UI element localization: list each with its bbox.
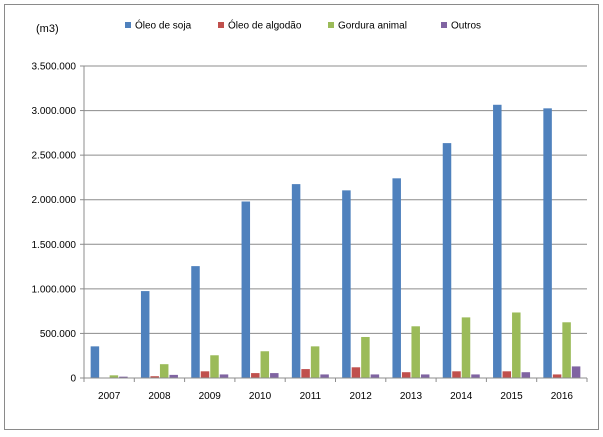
bars — [90, 104, 581, 378]
axes — [83, 66, 587, 379]
y-tick-label: 3.000.000 — [32, 106, 77, 117]
x-tick-label: 2010 — [249, 391, 272, 402]
x-axis-ticks: 2007 2008 2009 2010 2011 2012 2013 2014 2015 2016 — [83, 378, 588, 402]
bar — [442, 143, 452, 378]
gridlines — [84, 65, 587, 334]
bar — [543, 108, 552, 378]
legend-swatch — [328, 22, 334, 28]
bar — [342, 190, 351, 378]
bar — [140, 291, 150, 378]
legend-label: Óleo de algodão — [228, 19, 302, 32]
bar — [301, 369, 310, 378]
y-tick-label: 2.500.000 — [32, 151, 77, 162]
x-tick-label: 2011 — [300, 391, 322, 402]
bar — [493, 104, 502, 378]
unit-label: (m3) — [36, 23, 59, 35]
legend-swatch — [441, 22, 447, 28]
bar — [159, 364, 169, 378]
bar — [270, 373, 279, 378]
bar — [191, 266, 200, 378]
bar — [109, 375, 119, 378]
bar — [210, 355, 219, 378]
y-tick-label: 500.000 — [40, 329, 77, 340]
legend-label: Outros — [451, 21, 481, 32]
legend-swatch — [218, 22, 224, 28]
x-tick-label: 2007 — [98, 391, 121, 402]
bar — [200, 371, 210, 378]
bar — [241, 201, 251, 378]
bar — [310, 346, 320, 378]
bar — [471, 374, 480, 378]
y-tick-label: 1.500.000 — [32, 240, 77, 251]
x-tick-label: 2015 — [500, 391, 523, 402]
bar — [361, 336, 370, 378]
bar — [351, 367, 361, 378]
bar — [521, 372, 531, 378]
y-tick-label: 3.500.000 — [32, 62, 77, 73]
bar — [420, 374, 430, 378]
bar — [169, 374, 178, 378]
x-tick-label: 2009 — [199, 391, 222, 402]
bar — [552, 374, 562, 378]
bar — [452, 371, 461, 378]
bar — [461, 317, 471, 378]
bar — [119, 376, 128, 378]
bar — [291, 184, 301, 378]
y-tick-label: 0 — [70, 374, 76, 385]
bar — [562, 322, 571, 378]
legend-label: Gordura animal — [338, 21, 407, 32]
bar — [571, 366, 581, 378]
bar — [260, 351, 270, 378]
bar — [370, 374, 380, 378]
bar — [392, 178, 401, 378]
y-axis-ticks: 0 500.000 1.000.000 1.500.000 2.000.000 2.500… — [32, 62, 84, 385]
legend-label: Óleo de soja — [135, 19, 192, 32]
bar — [401, 372, 411, 378]
bar — [90, 346, 100, 378]
x-tick-label: 2016 — [551, 391, 574, 402]
legend-swatch — [125, 22, 131, 28]
bar — [251, 373, 260, 378]
bar — [502, 371, 512, 378]
bar — [512, 312, 521, 378]
bar — [219, 374, 229, 378]
bar — [411, 326, 420, 378]
legend: Óleo de soja Óleo de algodão Gordura anima… — [125, 19, 481, 32]
x-tick-label: 2008 — [148, 391, 171, 402]
x-tick-label: 2012 — [350, 391, 373, 402]
y-tick-label: 1.000.000 — [32, 284, 77, 295]
x-tick-label: 2014 — [450, 391, 473, 402]
bar — [150, 376, 159, 378]
x-tick-label: 2013 — [400, 391, 423, 402]
y-tick-label: 2.000.000 — [32, 195, 77, 206]
bar — [320, 374, 329, 378]
